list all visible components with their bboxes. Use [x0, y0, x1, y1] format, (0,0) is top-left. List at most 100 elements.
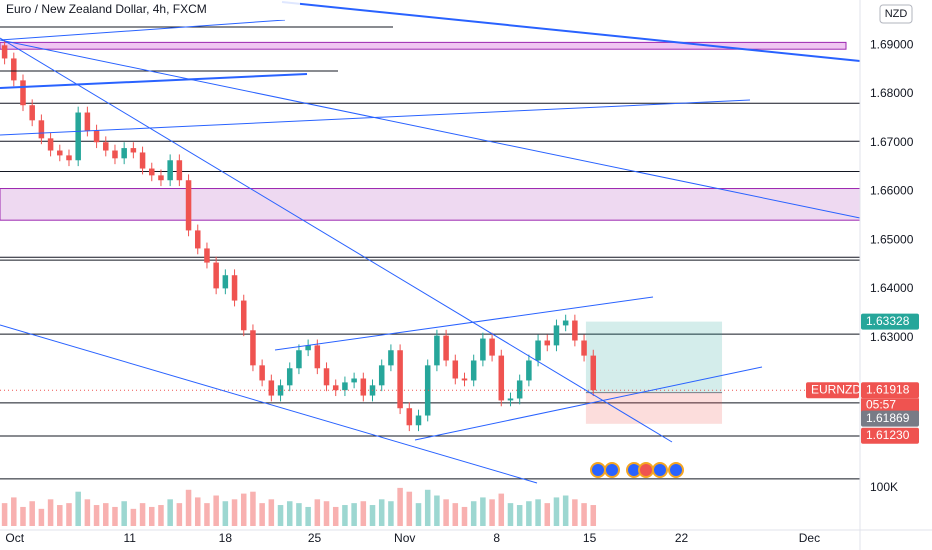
symbol-box: [806, 382, 859, 399]
volume-bar: [222, 501, 229, 526]
zone: [0, 188, 861, 221]
volume-bar: [167, 499, 173, 526]
chart-title: Euro / New Zealand Dollar, 4h, FXCM: [6, 2, 207, 16]
volume-bar: [516, 505, 523, 526]
currency[interactable]: NZD: [885, 8, 908, 20]
volume-bar: [498, 493, 505, 526]
event-icon[interactable]: [652, 462, 668, 478]
candle-body: [378, 365, 385, 386]
volume-bar: [351, 503, 357, 526]
event-icon[interactable]: [590, 462, 606, 478]
volume-bar: [332, 506, 339, 526]
volume-bar: [213, 495, 219, 526]
volume-bar: [452, 503, 459, 526]
volume-bar: [66, 503, 72, 526]
countdown-box: [861, 398, 919, 413]
candle-body: [305, 345, 311, 351]
event-icon[interactable]: [638, 462, 654, 478]
candle-body: [544, 340, 551, 346]
countdown: 05:57: [866, 397, 896, 411]
target-label: 1.63328: [866, 314, 910, 328]
y-tick-label: 1.69000: [870, 37, 914, 51]
trend-line: [281, 1, 861, 62]
candle-body: [424, 365, 431, 416]
candle-body: [415, 415, 422, 426]
volume-bar: [268, 499, 275, 526]
volume-bar: [231, 499, 238, 526]
volume-bar: [112, 506, 118, 526]
x-tick-label: 11: [123, 531, 136, 545]
y-tick-label: 1.65000: [870, 232, 914, 246]
stop-label: 1.61230: [866, 428, 910, 442]
volume-bar: [204, 503, 210, 526]
candle-body: [452, 360, 459, 379]
candle-body: [93, 130, 100, 143]
trend-line: [274, 296, 654, 351]
volume-tick-label: 100K: [870, 480, 898, 494]
volume-bar: [360, 501, 367, 526]
candle-body: [516, 380, 523, 399]
entry-label: 1.61869: [866, 411, 910, 425]
candle-body: [158, 175, 164, 181]
candle-body: [406, 408, 413, 426]
x-tick-label: Nov: [394, 531, 415, 545]
candle-body: [149, 168, 155, 176]
volume-bar: [590, 505, 597, 526]
candle-body: [194, 230, 201, 249]
candle-body: [121, 148, 127, 159]
volume-bar: [1, 503, 8, 526]
candle-body: [75, 112, 81, 161]
volume-bar: [406, 491, 413, 526]
candle-body: [535, 340, 541, 361]
trend-line: [0, 39, 861, 219]
candle-body: [498, 355, 505, 401]
volume-bar: [526, 501, 532, 526]
volume-bar: [176, 503, 183, 526]
volume-bar: [84, 499, 91, 526]
symbol-label: EURNZD: [811, 382, 861, 396]
title-bg: [0, 0, 300, 20]
volume-bar: [103, 503, 109, 526]
candle-body: [112, 150, 118, 159]
event-icon[interactable]: [604, 462, 620, 478]
candle-body: [213, 262, 219, 289]
candle-body: [222, 275, 229, 289]
currency-box[interactable]: [879, 4, 913, 24]
volume-bar: [443, 499, 449, 526]
x-tick-label: Dec: [799, 531, 820, 545]
volume-bar: [314, 499, 321, 526]
volume-bar: [194, 497, 201, 526]
volume-bar: [434, 495, 440, 526]
candle-body: [572, 320, 578, 341]
candle-body: [1, 45, 8, 59]
target-zone: [585, 321, 723, 393]
zone: [0, 41, 847, 50]
x-tick-label: 25: [308, 531, 322, 545]
event-icons[interactable]: [590, 462, 684, 478]
stop-label-box: [861, 427, 919, 444]
candle-body: [38, 120, 45, 139]
x-tick-label: 8: [493, 531, 500, 545]
trend-line: [0, 324, 538, 484]
candle-body: [130, 148, 137, 153]
volume-bar: [259, 503, 265, 526]
volume-bar: [75, 491, 81, 526]
volume-bar: [572, 499, 578, 526]
volume-bar: [544, 503, 551, 526]
volume-bar: [581, 503, 587, 526]
volume-bar: [388, 501, 394, 526]
trend-line: [0, 73, 308, 89]
last-price-label-box: [861, 382, 919, 399]
candle-body: [268, 380, 275, 396]
candle-body: [66, 155, 72, 161]
candle-body: [581, 340, 587, 356]
candle-body: [47, 138, 54, 151]
event-icon[interactable]: [668, 462, 684, 478]
trend-line: [0, 37, 673, 443]
candle-body: [461, 378, 468, 381]
candle-body: [296, 350, 302, 369]
volume-bar: [553, 497, 560, 526]
volume-bar: [507, 503, 514, 526]
candle-body: [240, 300, 247, 331]
